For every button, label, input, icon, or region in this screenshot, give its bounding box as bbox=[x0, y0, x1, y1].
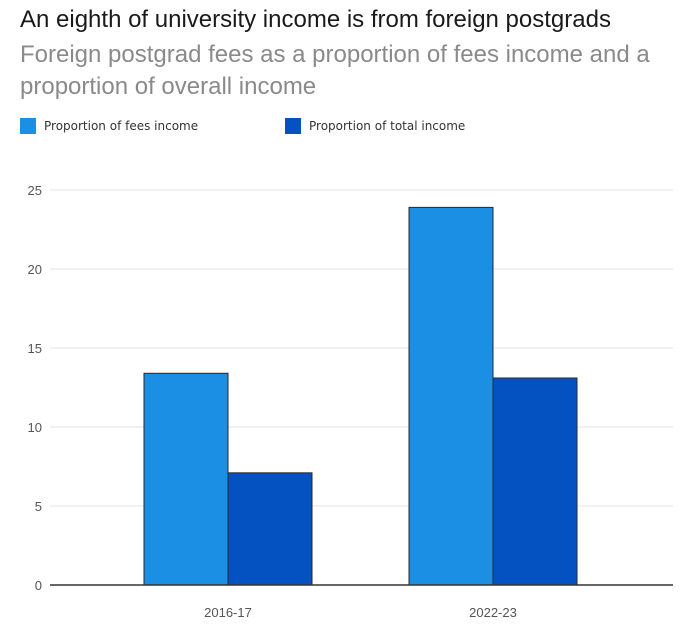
y-tick-label-5: 5 bbox=[35, 499, 42, 514]
y-tick-label-20: 20 bbox=[28, 262, 42, 277]
legend-item-total-income: Proportion of total income bbox=[285, 117, 465, 135]
y-tick-label-15: 15 bbox=[28, 341, 42, 356]
legend-item-fees-income: Proportion of fees income bbox=[20, 117, 198, 135]
y-tick-label-10: 10 bbox=[28, 420, 42, 435]
bar-fees-income-2022-23 bbox=[408, 206, 494, 586]
x-tick-label-2016-17: 2016-17 bbox=[204, 605, 252, 620]
legend-swatch-total-income bbox=[285, 118, 301, 134]
legend-label-fees-income: Proportion of fees income bbox=[44, 119, 199, 133]
bar-total-income-2022-23 bbox=[492, 377, 578, 586]
y-tick-label-25: 25 bbox=[28, 183, 42, 198]
legend-label-total-income: Proportion of total income bbox=[309, 119, 466, 133]
x-tick-label-2022-23: 2022-23 bbox=[469, 605, 517, 620]
bar-total-income-2016-17 bbox=[227, 472, 313, 586]
chart-subtitle: Foreign postgrad fees as a proportion of… bbox=[20, 41, 650, 100]
legend-swatch-fees-income bbox=[20, 118, 36, 134]
chart-title: An eighth of university income is from f… bbox=[20, 6, 611, 33]
y-tick-label-0: 0 bbox=[35, 578, 42, 593]
bar-fees-income-2016-17 bbox=[143, 372, 229, 586]
